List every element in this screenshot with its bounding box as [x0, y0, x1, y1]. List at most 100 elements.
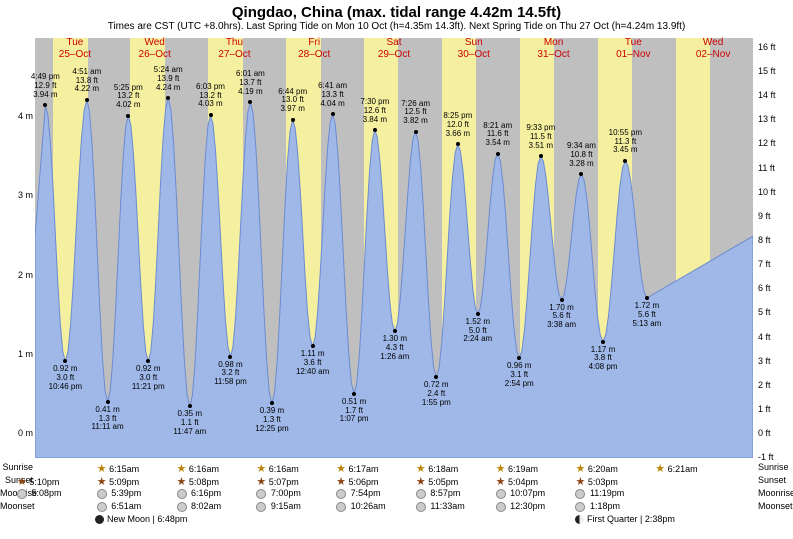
tide-point	[291, 118, 295, 122]
sunset-icon: ★	[177, 476, 187, 488]
footer-cell: 6:16pm	[177, 488, 257, 499]
sunset-icon: ★	[256, 476, 266, 488]
day-dow: Fri	[274, 37, 354, 49]
ytick-right: -1 ft	[758, 452, 792, 462]
day-dow: Tue	[35, 37, 115, 49]
moon-phase-row: New Moon | 6:48pmFirst Quarter | 2:38pm	[35, 514, 753, 527]
tide-point	[63, 359, 67, 363]
tide-point	[146, 359, 150, 363]
footer-cell: ★ 5:07pm	[256, 475, 336, 488]
ytick-right: 1 ft	[758, 404, 792, 414]
day-header: Sat29–Oct	[354, 37, 434, 61]
footer-cell: ★ 6:21am	[655, 462, 735, 475]
footer-cell: 7:00pm	[256, 488, 336, 499]
footer-cell: ★ 5:08pm	[177, 475, 257, 488]
footer-cell: 11:33am	[416, 501, 496, 512]
tide-point	[579, 172, 583, 176]
tide-point	[539, 154, 543, 158]
footer-cell: 12:30pm	[496, 501, 576, 512]
day-dow: Sat	[354, 37, 434, 49]
day-dow: Thu	[194, 37, 274, 49]
footer-cell: ★ 6:17am	[336, 462, 416, 475]
footer-cell: ★ 6:16am	[256, 462, 336, 475]
moon-phase: New Moon | 6:48pm	[95, 514, 187, 524]
moon-phase-icon	[95, 515, 104, 524]
footer-cell: ★ 6:20am	[575, 462, 655, 475]
ytick-right: 0 ft	[758, 428, 792, 438]
footer-cell: 10:07pm	[496, 488, 576, 499]
day-header: Mon31–Oct	[514, 37, 594, 61]
footer-cell: ★ 5:03pm	[575, 475, 655, 488]
day-date: 25–Oct	[35, 49, 115, 61]
day-date: 02–Nov	[673, 49, 753, 61]
footer-cell: ★ 5:05pm	[416, 475, 496, 488]
tide-label: 10:55 pm11.3 ft3.45 m	[597, 129, 653, 155]
row-label-right: Sunset	[758, 475, 793, 485]
tide-label: 1.11 m3.6 ft12:40 am	[285, 350, 341, 376]
moon-icon	[256, 489, 266, 499]
tide-point	[645, 296, 649, 300]
day-dow: Tue	[593, 37, 673, 49]
sun-icon: ★	[416, 463, 426, 475]
ytick-right: 13 ft	[758, 114, 792, 124]
tide-point	[85, 98, 89, 102]
tide-point	[270, 401, 274, 405]
ytick-right: 11 ft	[758, 163, 792, 173]
tide-label: 1.72 m5.6 ft5:13 am	[619, 302, 675, 328]
chart-title: Qingdao, China (max. tidal range 4.42m 1…	[0, 0, 793, 21]
day-date: 27–Oct	[194, 49, 274, 61]
moon-icon	[575, 502, 585, 512]
moon-icon	[177, 502, 187, 512]
tide-point	[352, 392, 356, 396]
sun-icon: ★	[256, 463, 266, 475]
row-label-left: Moonset	[0, 501, 33, 511]
footer-cell: 7:54pm	[336, 488, 416, 499]
moon-icon	[416, 489, 426, 499]
tide-label: 0.92 m3.0 ft10:46 pm	[37, 365, 93, 391]
ytick-right: 2 ft	[758, 380, 792, 390]
sunset-icon: ★	[496, 476, 506, 488]
tide-point	[476, 312, 480, 316]
row-label-right: Moonset	[758, 501, 793, 511]
tide-point	[228, 355, 232, 359]
footer-cell: ★ 6:15am	[97, 462, 177, 475]
tide-point	[106, 400, 110, 404]
tide-point	[43, 103, 47, 107]
footer-cell: 8:02am	[177, 501, 257, 512]
tide-point	[496, 152, 500, 156]
footer-rows: SunriseSunrise★ 6:15am★ 6:16am★ 6:16am★ …	[35, 462, 753, 527]
ytick-right: 7 ft	[758, 259, 792, 269]
moon-icon	[17, 489, 27, 499]
ytick-right: 16 ft	[758, 42, 792, 52]
ytick-right: 15 ft	[758, 66, 792, 76]
sunset-icon: ★	[336, 476, 346, 488]
day-dow: Wed	[673, 37, 753, 49]
sun-icon: ★	[177, 463, 187, 475]
day-date: 01–Nov	[593, 49, 673, 61]
chart-subtitle: Times are CST (UTC +8.0hrs). Last Spring…	[0, 21, 793, 34]
ytick-left: 4 m	[3, 111, 33, 121]
ytick-right: 4 ft	[758, 332, 792, 342]
footer-cell: ★ 5:10pm	[17, 475, 97, 488]
footer-cell: ★ 5:04pm	[496, 475, 576, 488]
footer-cell: ★ 6:16am	[177, 462, 257, 475]
tide-label: 1.70 m5.6 ft3:38 am	[534, 304, 590, 330]
tide-label: 0.98 m3.2 ft11:58 pm	[202, 361, 258, 387]
footer-cell: ★ 6:19am	[496, 462, 576, 475]
footer-cell: ★ 5:09pm	[97, 475, 177, 488]
sunset-icon: ★	[416, 476, 426, 488]
moon-icon	[97, 489, 107, 499]
footer-cell: ★ 5:06pm	[336, 475, 416, 488]
day-date: 28–Oct	[274, 49, 354, 61]
tide-point	[126, 114, 130, 118]
tide-label: 0.41 m1.3 ft11:11 am	[80, 406, 136, 432]
tide-point	[393, 329, 397, 333]
tide-point	[414, 130, 418, 134]
tide-label: 1.30 m4.3 ft1:26 am	[367, 335, 423, 361]
footer-cell: 11:19pm	[575, 488, 655, 499]
footer-cell: 8:57pm	[416, 488, 496, 499]
footer-cell: 6:51am	[97, 501, 177, 512]
sunset-icon: ★	[97, 476, 107, 488]
footer-cell: 5:39pm	[97, 488, 177, 499]
tide-label: 1.17 m3.8 ft4:08 pm	[575, 346, 631, 372]
